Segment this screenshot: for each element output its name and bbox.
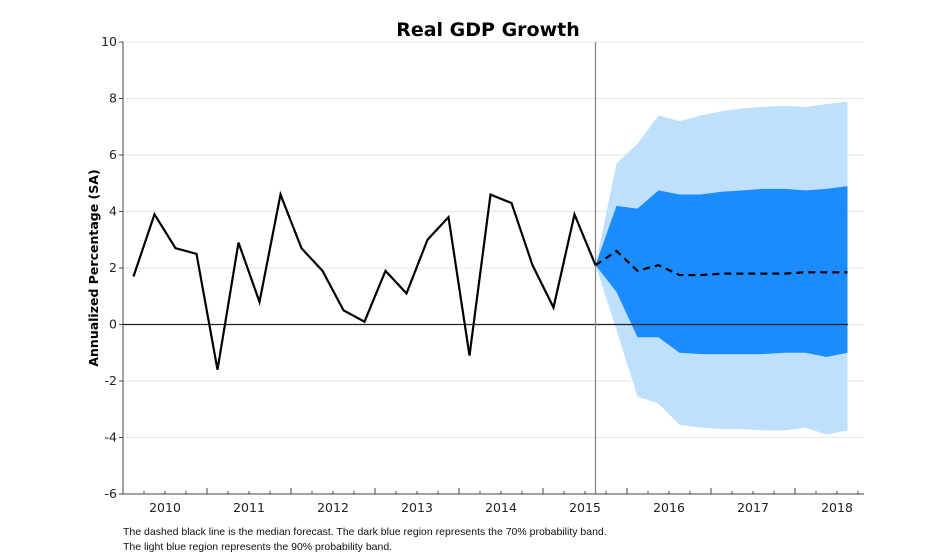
y-tick-label: 10 [101, 34, 117, 49]
y-axis-label: Annualized Percentage (SA) [86, 169, 101, 366]
y-tick-label: 0 [109, 317, 117, 332]
x-tick-label: 2017 [737, 500, 769, 515]
y-tick-label: 2 [109, 260, 117, 275]
y-tick-label: -4 [105, 430, 118, 445]
x-tick-label: 2016 [653, 500, 685, 515]
x-tick-label: 2018 [821, 500, 853, 515]
x-tick-label: 2014 [485, 500, 517, 515]
history-line [132, 190, 597, 370]
y-tick-label: 8 [109, 91, 117, 106]
band-70 [595, 186, 848, 357]
footnote-2: The light blue region represents the 90%… [123, 541, 393, 553]
x-tick-label: 2013 [401, 500, 433, 515]
x-tick-label: 2015 [569, 500, 601, 515]
footnote-1: The dashed black line is the median fore… [123, 526, 607, 538]
y-tick-label: 4 [109, 204, 117, 219]
chart-title: Real GDP Growth [396, 19, 580, 41]
y-tick-label: 6 [109, 147, 117, 162]
y-tick-label: -6 [105, 486, 118, 501]
median-forecast-line [594, 249, 848, 277]
x-tick-label: 2012 [317, 500, 349, 515]
x-tick-label: 2011 [233, 500, 265, 515]
y-tick-label: -2 [105, 373, 117, 388]
x-tick-label: 2010 [149, 500, 181, 515]
